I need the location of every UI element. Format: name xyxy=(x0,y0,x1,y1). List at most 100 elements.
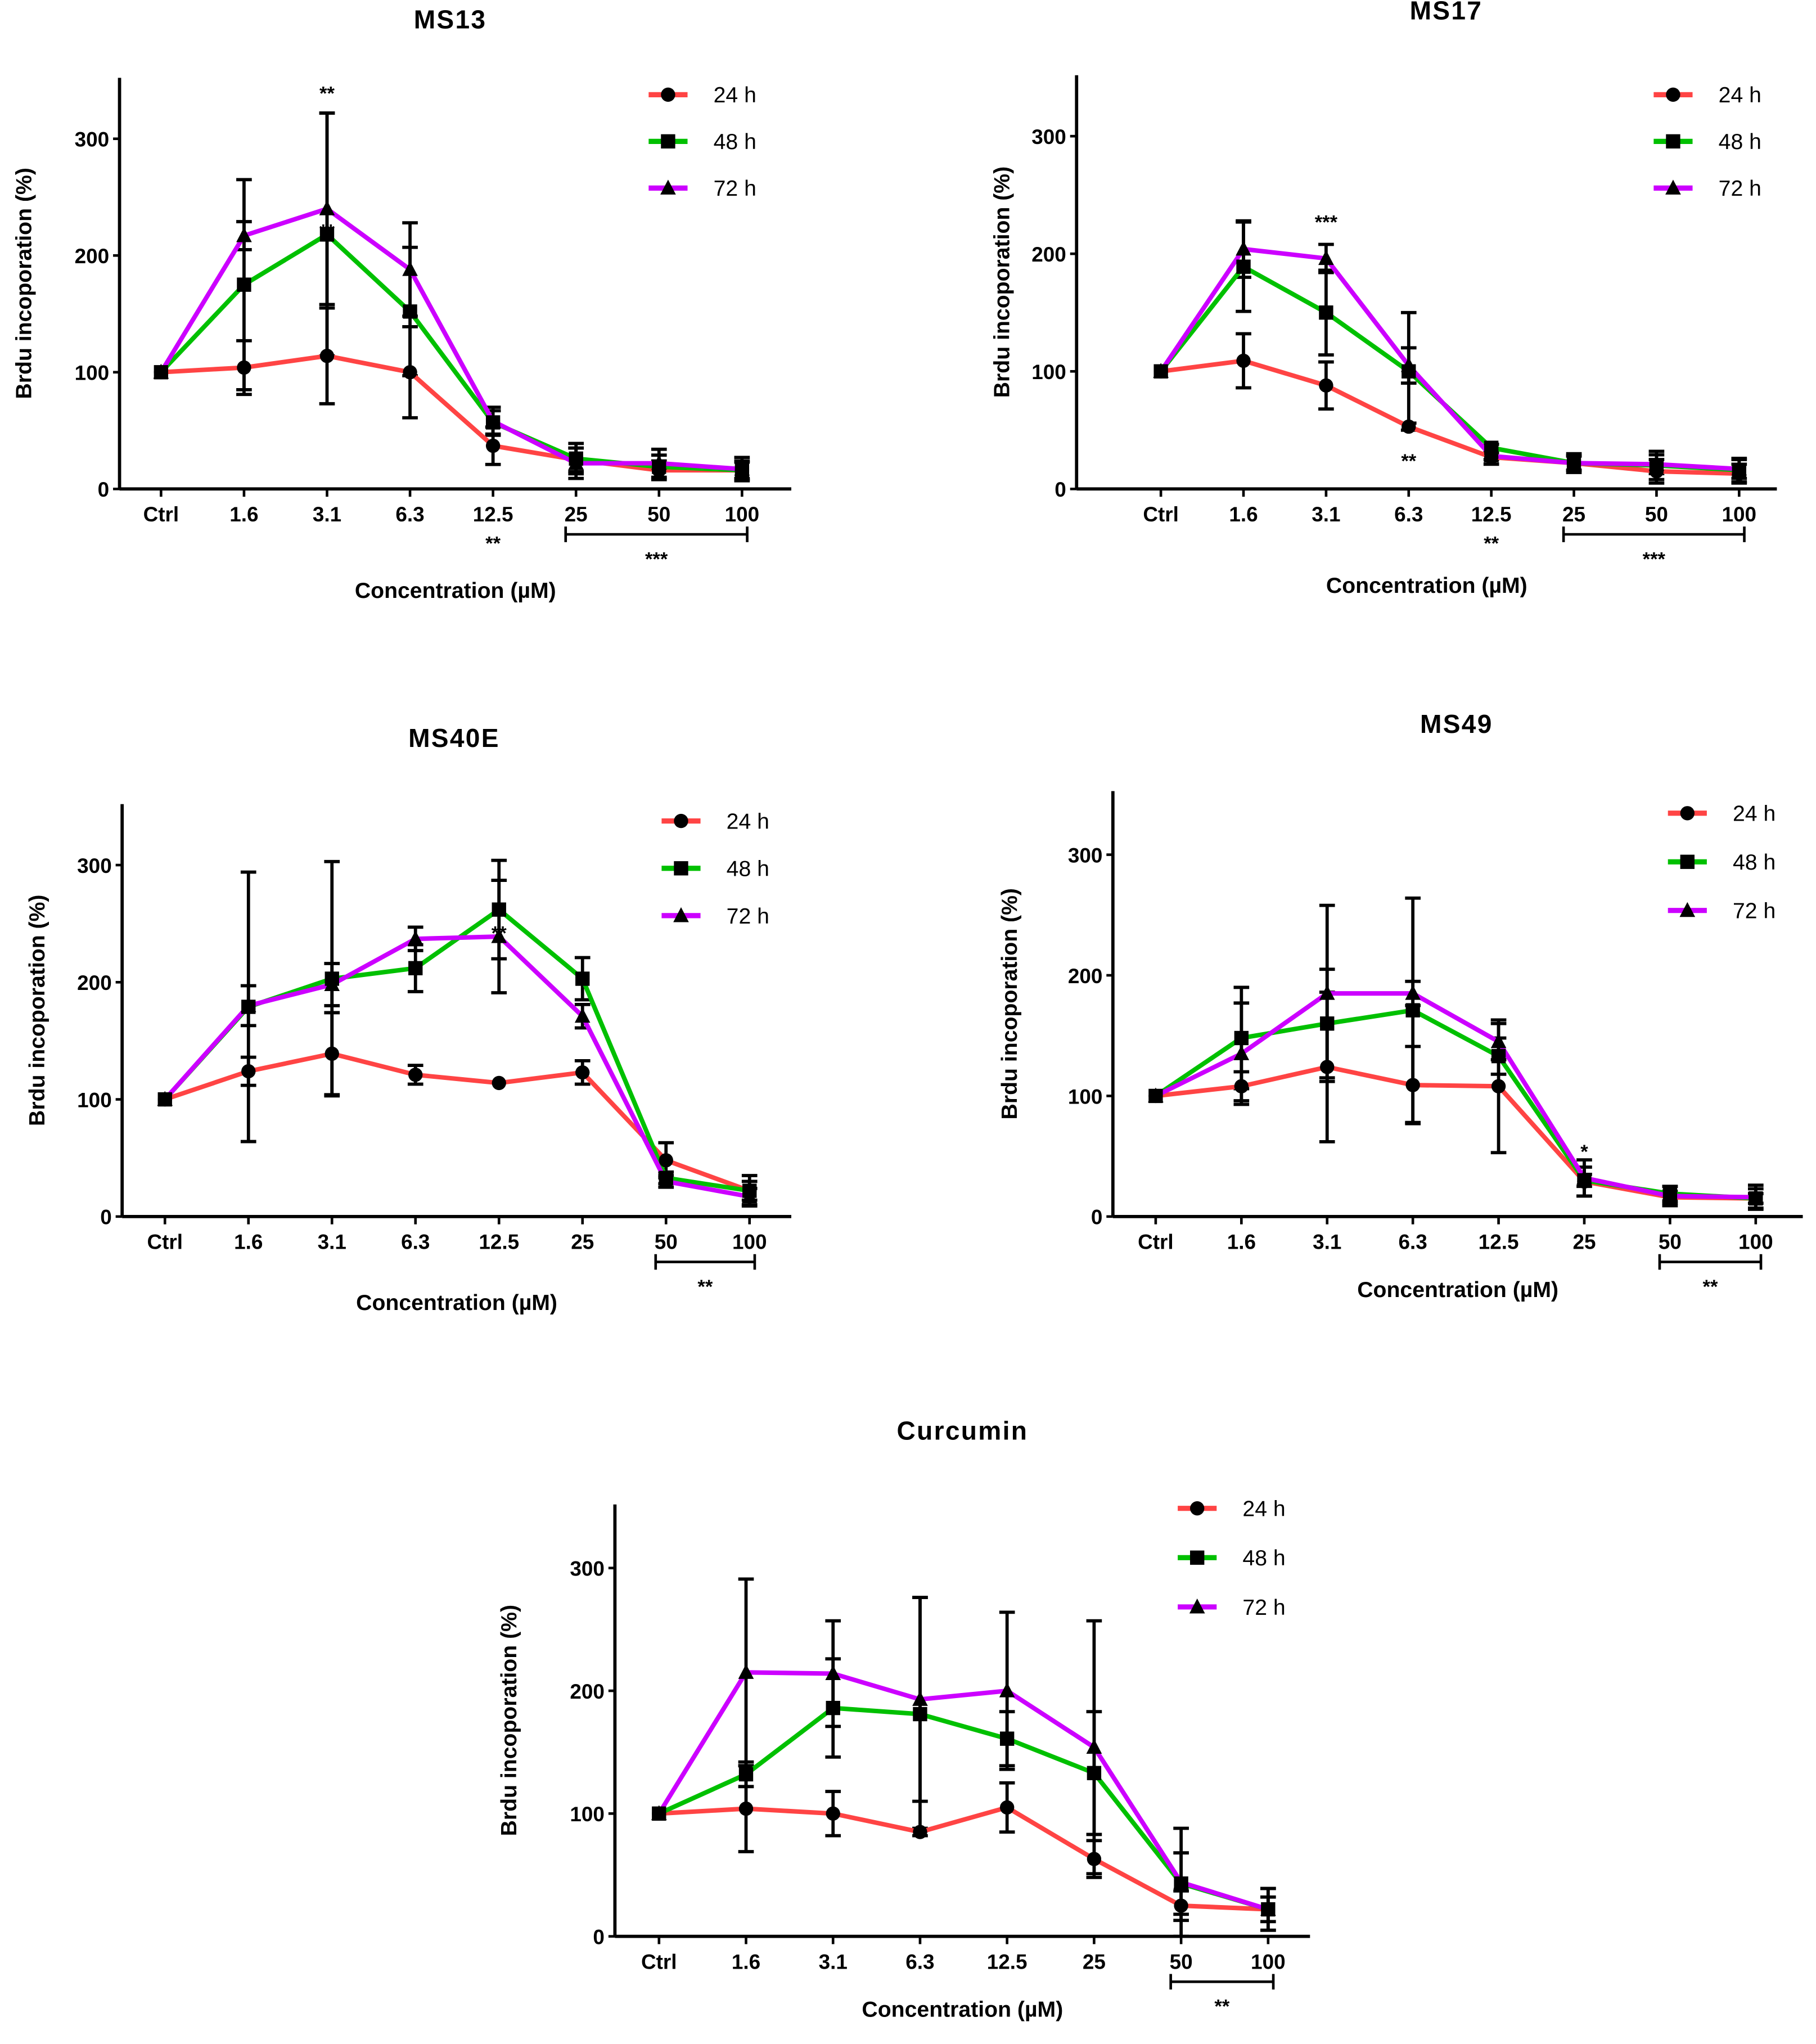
legend-marker-24h xyxy=(1666,87,1680,102)
legend-marker-24h xyxy=(661,87,675,102)
data-point-72h xyxy=(651,454,667,470)
legend-label-24h: 24 h xyxy=(1719,83,1761,107)
legend-marker-48h xyxy=(1680,854,1695,869)
x-tick-label: 100 xyxy=(732,1231,767,1254)
data-point-72h xyxy=(658,1173,674,1188)
series-line-72h xyxy=(1159,246,1740,471)
data-point-72h xyxy=(491,928,507,943)
data-point-72h xyxy=(651,1805,667,1820)
data-point-48h xyxy=(1405,1003,1420,1018)
chart-title: MS17 xyxy=(1410,0,1483,25)
x-tick-label: 50 xyxy=(1659,1231,1682,1254)
data-point-72h xyxy=(1731,460,1747,476)
significance-bracket xyxy=(1658,1254,1763,1270)
significance-marker: ** xyxy=(1401,451,1416,472)
data-point-48h xyxy=(403,304,417,319)
y-tick-label: 200 xyxy=(77,971,112,994)
data-point-24h xyxy=(1320,1060,1335,1074)
series-line-72h xyxy=(163,934,750,1199)
data-point-72h xyxy=(1662,1187,1678,1203)
x-tick-label: 3.1 xyxy=(819,1950,848,1973)
data-point-48h xyxy=(492,902,506,917)
y-axis-label: Brdu incoporation (%) xyxy=(12,168,37,399)
series-line-24h xyxy=(1160,358,1740,476)
x-tick-label: 100 xyxy=(1251,1950,1286,1973)
y-tick-label: 200 xyxy=(1031,243,1066,266)
data-point-24h xyxy=(1174,1898,1188,1913)
data-point-72h xyxy=(319,200,335,215)
y-tick-label: 100 xyxy=(570,1803,605,1826)
x-tick-label: 25 xyxy=(571,1231,594,1254)
x-tick-label: 3.1 xyxy=(1313,1231,1341,1254)
data-point-72h xyxy=(407,930,423,946)
x-tick-label: 50 xyxy=(1170,1950,1193,1973)
x-tick-label: 25 xyxy=(565,503,588,526)
x-axis-label: Concentration (µM) xyxy=(356,1291,557,1315)
x-tick-label: 1.6 xyxy=(234,1231,263,1254)
data-point-24h xyxy=(826,1806,840,1821)
data-point-72h xyxy=(1566,454,1582,470)
data-point-72h xyxy=(568,454,584,470)
legend-marker-24h xyxy=(1680,806,1695,821)
y-tick-label: 0 xyxy=(98,478,110,501)
x-tick-label: 3.1 xyxy=(1312,503,1340,526)
x-tick-label: 1.6 xyxy=(1229,503,1258,526)
x-tick-label: 6.3 xyxy=(905,1950,934,1973)
data-point-48h xyxy=(1319,305,1333,320)
significance-bracket xyxy=(1169,1974,1275,1990)
data-point-48h xyxy=(237,277,251,292)
x-tick-label: 12.5 xyxy=(1471,503,1512,526)
legend-marker-72h xyxy=(660,179,676,195)
significance-marker: ** xyxy=(485,533,501,555)
data-point-72h xyxy=(1319,985,1335,1000)
chart-panel-ms13: MS13 0 100 200 300 Ctrl 1.6 3.1 6.3 12.5 25 50 100 Co… xyxy=(12,5,791,603)
y-tick-label: 0 xyxy=(1091,1206,1103,1229)
significance-marker: * xyxy=(1580,1141,1588,1163)
legend-marker-72h xyxy=(673,907,689,922)
data-point-48h xyxy=(1087,1766,1102,1780)
legend-label-24h: 24 h xyxy=(1733,802,1776,826)
x-tick-label: 12.5 xyxy=(479,1231,519,1254)
data-point-72h xyxy=(157,1091,173,1106)
legend-label-72h: 72 h xyxy=(1719,177,1761,201)
data-point-24h xyxy=(999,1800,1015,1815)
data-point-48h xyxy=(1236,259,1251,274)
data-point-24h xyxy=(1491,1079,1506,1093)
y-tick-label: 300 xyxy=(1031,125,1066,148)
series-line-72h xyxy=(657,1670,1269,1912)
legend-label-72h: 72 h xyxy=(1733,899,1776,924)
data-point-24h xyxy=(241,1064,256,1079)
data-point-72h xyxy=(738,1664,754,1679)
legend-marker-48h xyxy=(1190,1550,1205,1565)
data-point-72h xyxy=(734,461,750,476)
data-point-72h xyxy=(825,1665,841,1681)
legend-label-72h: 72 h xyxy=(1242,1596,1285,1620)
data-point-72h xyxy=(574,1007,591,1023)
legend-marker-72h xyxy=(1189,1598,1205,1614)
x-tick-label: 50 xyxy=(655,1231,678,1254)
y-tick-label: 200 xyxy=(1068,965,1103,988)
x-axis-label: Concentration (µM) xyxy=(355,579,556,603)
chart-panel-ms40e: MS40E 0 100 200 300 Ctrl 1.6 3.1 6.3 12.5 25 50 100 C… xyxy=(25,723,791,1315)
x-tick-label: 1.6 xyxy=(732,1950,760,1973)
data-point-72h xyxy=(1086,1739,1102,1754)
x-tick-label: Ctrl xyxy=(1138,1231,1174,1254)
y-tick-label: 0 xyxy=(100,1206,112,1229)
x-tick-label: 12.5 xyxy=(473,503,513,526)
chart-panel-ms49: MS49 0 100 200 300 Ctrl 1.6 3.1 6.3 12.5 25 50 100 Co… xyxy=(998,709,1803,1302)
legend-label-48h: 48 h xyxy=(1242,1546,1285,1570)
data-point-24h xyxy=(403,365,417,380)
significance-marker: *** xyxy=(1315,211,1338,233)
x-tick-label: 25 xyxy=(1572,1231,1596,1254)
significance-marker: ** xyxy=(319,83,335,105)
data-point-72h xyxy=(999,1682,1015,1698)
x-tick-label: 100 xyxy=(725,503,760,526)
data-point-72h xyxy=(1148,1087,1164,1102)
data-point-72h xyxy=(1236,240,1251,256)
data-point-72h xyxy=(324,976,340,991)
data-point-24h xyxy=(659,1153,673,1168)
data-point-48h xyxy=(913,1707,927,1722)
data-point-24h xyxy=(1234,1079,1249,1093)
data-point-24h xyxy=(1402,419,1416,434)
y-tick-label: 0 xyxy=(593,1925,605,1948)
